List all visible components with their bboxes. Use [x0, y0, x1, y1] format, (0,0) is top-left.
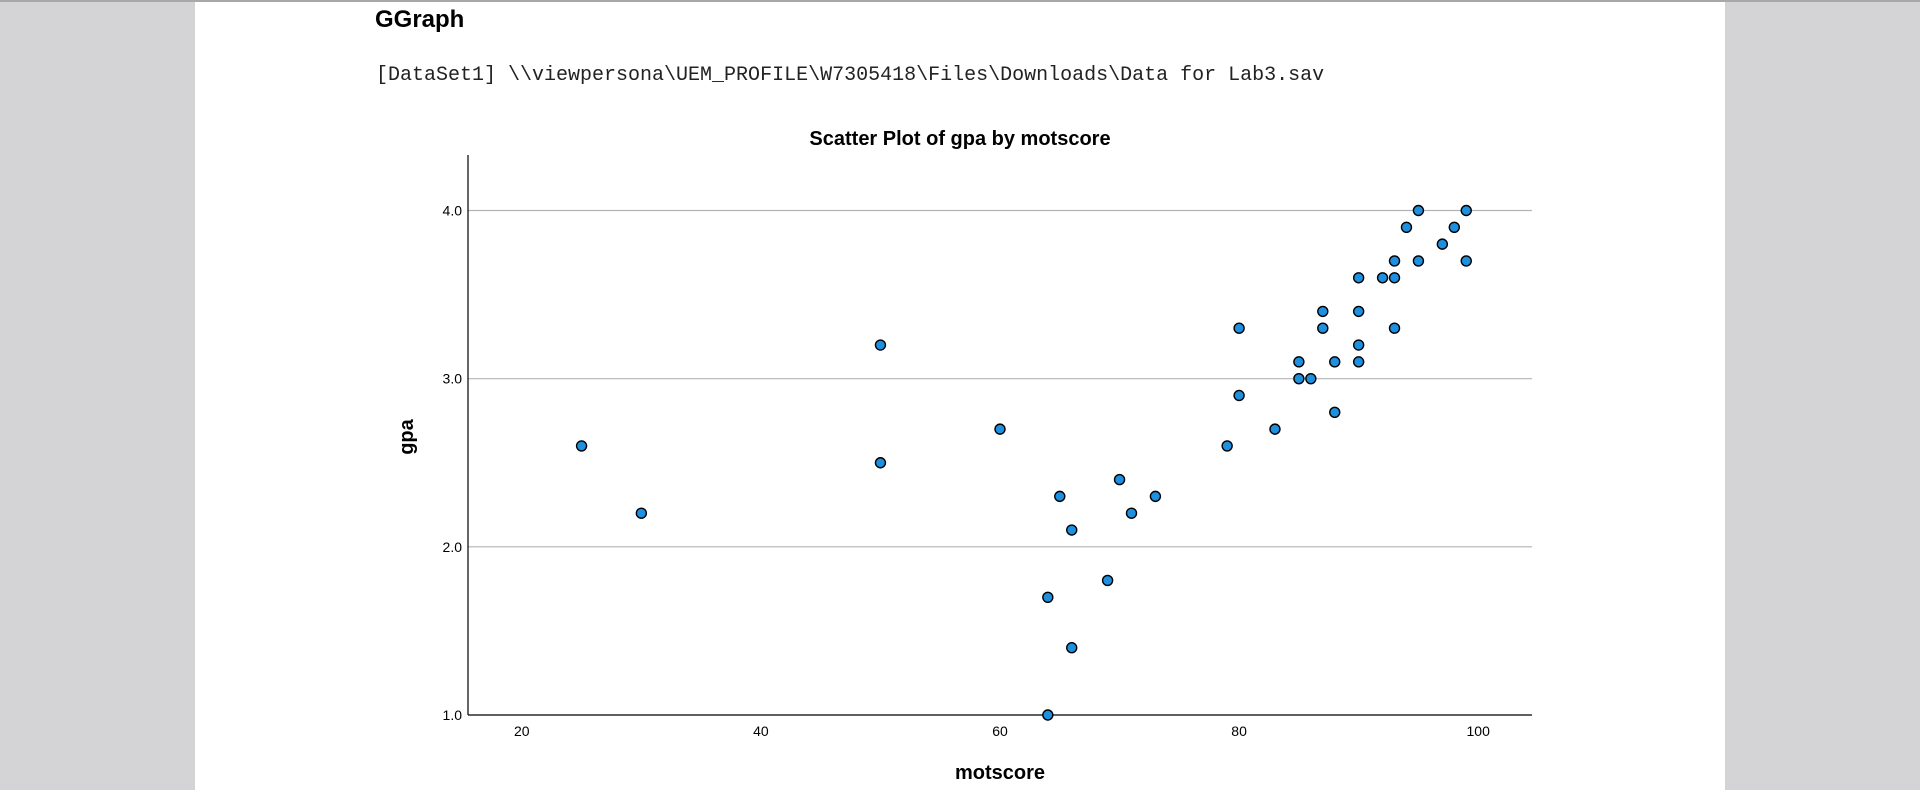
data-point-20[interactable]: [1305, 372, 1317, 385]
data-point-31[interactable]: [1388, 272, 1401, 284]
data-point-13[interactable]: [1149, 490, 1162, 503]
x-axis-label: motscore: [955, 762, 1045, 784]
data-point-9[interactable]: [1066, 642, 1078, 654]
data-point-30[interactable]: [1388, 255, 1401, 267]
y-axis-label: gpa: [396, 418, 418, 454]
axes-layer: [467, 155, 1532, 716]
data-point-22[interactable]: [1317, 322, 1329, 334]
data-point-8[interactable]: [1066, 524, 1078, 536]
y-tick-label: 4.0: [443, 202, 463, 218]
output-page: GGraph [DataSet1] \\viewpersona\UEM_PROF…: [195, 2, 1725, 790]
data-point-25[interactable]: [1352, 272, 1365, 284]
data-point-21[interactable]: [1317, 305, 1329, 318]
data-point-36[interactable]: [1436, 238, 1449, 250]
data-point-10[interactable]: [1101, 574, 1114, 587]
data-point-17[interactable]: [1269, 423, 1281, 435]
tick-layer: 1.0 2.0 3.0 4.0 20 40 60 80 100: [443, 202, 1491, 739]
x-tick-label: 40: [753, 723, 769, 739]
data-point-6[interactable]: [1042, 709, 1054, 721]
data-point-27[interactable]: [1352, 339, 1365, 351]
x-tick-label: 20: [514, 723, 530, 739]
data-point-7[interactable]: [1054, 490, 1066, 503]
data-point-11[interactable]: [1113, 473, 1126, 486]
data-point-16[interactable]: [1233, 389, 1245, 402]
data-point-38[interactable]: [1460, 204, 1472, 217]
scatter-chart[interactable]: 1.0 2.0 3.0 4.0 20 40 60 80 100 Scatter Plot of …: [195, 2, 1725, 790]
dataset-path: [DataSet1] \\viewpersona\UEM_PROFILE\W73…: [376, 64, 1325, 87]
data-point-24[interactable]: [1329, 406, 1341, 418]
data-point-29[interactable]: [1376, 272, 1389, 284]
x-tick-label: 80: [1231, 723, 1247, 739]
data-point-23[interactable]: [1329, 356, 1341, 368]
data-point-12[interactable]: [1125, 507, 1138, 519]
data-point-28[interactable]: [1352, 356, 1365, 368]
data-point-18[interactable]: [1293, 356, 1305, 368]
data-point-2[interactable]: [874, 339, 887, 351]
y-tick-label: 3.0: [443, 371, 463, 387]
data-point-15[interactable]: [1233, 322, 1245, 334]
data-point-19[interactable]: [1293, 372, 1305, 385]
data-point-14[interactable]: [1221, 440, 1233, 452]
window-top-border: [0, 0, 1920, 2]
x-tick-label: 60: [992, 723, 1008, 739]
data-point-39[interactable]: [1460, 255, 1472, 267]
data-point-35[interactable]: [1412, 255, 1425, 267]
data-point-26[interactable]: [1352, 305, 1365, 318]
y-tick-label: 1.0: [443, 707, 463, 723]
procedure-heading: GGraph: [375, 6, 465, 33]
y-tick-label: 2.0: [443, 539, 463, 555]
x-tick-label: 100: [1467, 723, 1491, 739]
data-point-0[interactable]: [575, 440, 588, 452]
data-point-33[interactable]: [1400, 221, 1413, 234]
grid-layer: [468, 209, 1532, 548]
point-layer: [575, 204, 1472, 721]
data-point-5[interactable]: [1042, 591, 1054, 603]
data-point-34[interactable]: [1412, 204, 1425, 217]
data-point-1[interactable]: [635, 507, 648, 519]
chart-title: Scatter Plot of gpa by motscore: [809, 128, 1110, 150]
data-point-37[interactable]: [1448, 221, 1460, 234]
data-point-3[interactable]: [874, 457, 887, 469]
data-point-4[interactable]: [994, 423, 1006, 435]
data-point-32[interactable]: [1388, 322, 1401, 334]
